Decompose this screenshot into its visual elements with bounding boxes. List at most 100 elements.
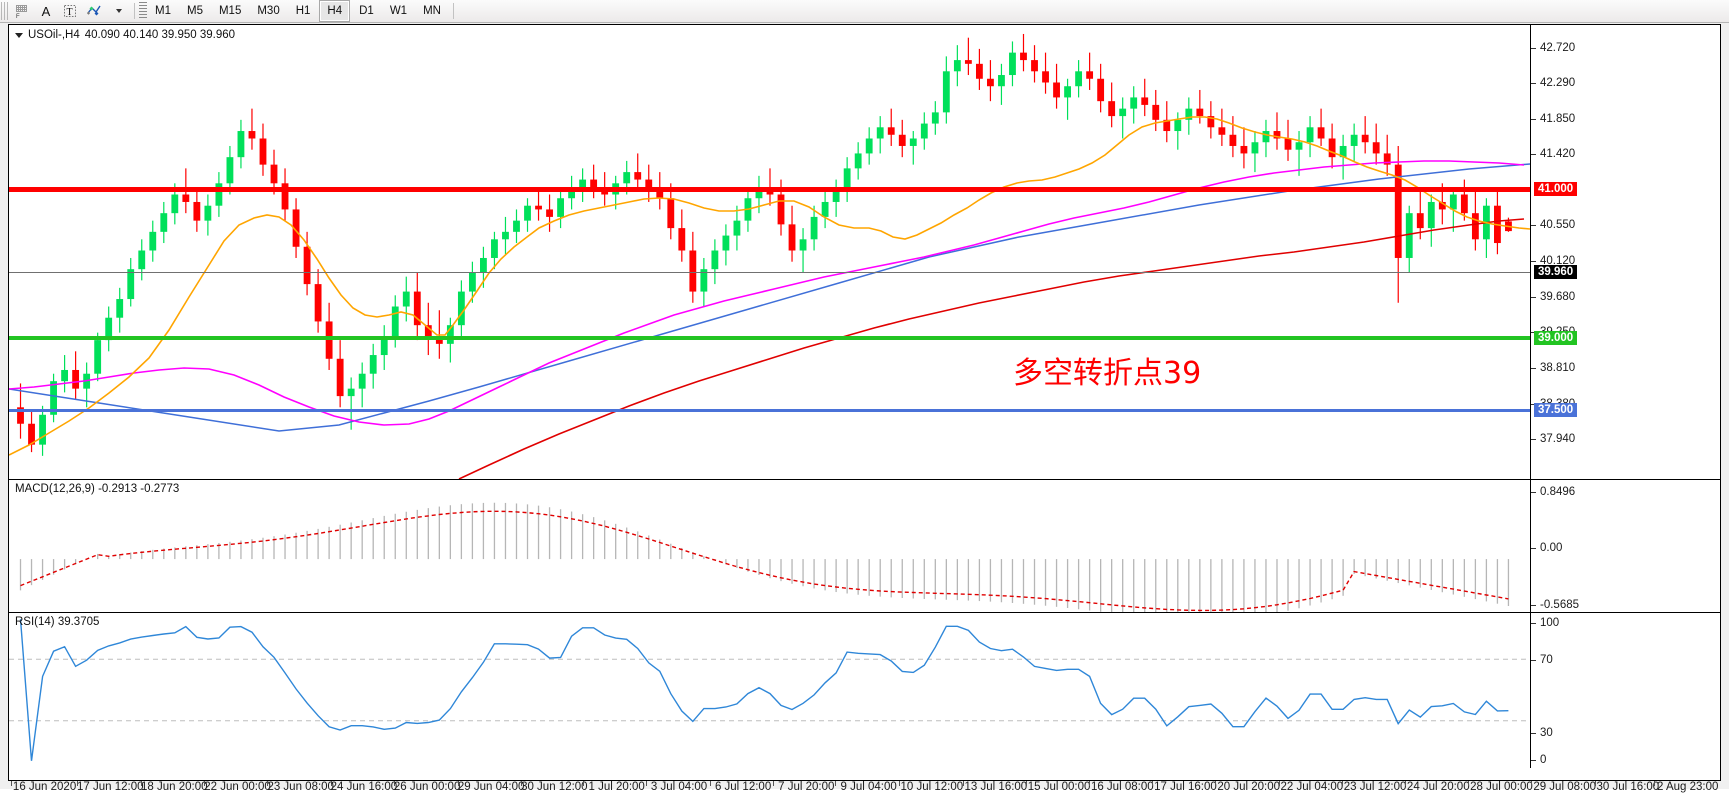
toolbar-grip-handle[interactable] [1, 2, 8, 20]
timeframe-m5[interactable]: M5 [186, 5, 203, 17]
candle-body [513, 220, 520, 232]
time-axis-tick [1278, 781, 1280, 786]
current-price-line [9, 272, 1530, 273]
floor-line-37500[interactable] [9, 409, 1530, 412]
chevron-down-icon[interactable] [15, 32, 23, 38]
price-axis-tick [1531, 297, 1536, 298]
lower-level-badge[interactable]: 37.500 [1534, 403, 1578, 417]
price-axis-tick [1531, 119, 1536, 120]
timeframe-d1[interactable]: D1 [359, 5, 374, 17]
time-axis-label: 15 Jul 00:00 [1027, 781, 1091, 793]
candle-body [468, 272, 476, 292]
macd-axis-tick-label: 0.00 [1540, 542, 1563, 554]
timeframe-h4[interactable]: H4 [319, 0, 351, 22]
timeframe-w1[interactable]: W1 [389, 5, 408, 17]
rsi-axis-tick-label: 100 [1540, 617, 1560, 629]
macd-y-axis[interactable]: 0.8496 0.00 -0.5685 [1531, 480, 1721, 612]
candle-body [325, 321, 333, 359]
candle-body [281, 183, 289, 210]
macd-axis-tick-label: -0.5685 [1540, 599, 1580, 611]
candle-body [1427, 201, 1435, 229]
time-axis-label: 24 Jun 16:00 [330, 781, 398, 793]
candle-body [1251, 142, 1259, 154]
current-price-badge[interactable]: 39.960 [1534, 265, 1578, 279]
candle-body [435, 336, 443, 344]
crosshair-grid-icon[interactable]: F [11, 1, 33, 21]
candle-body [204, 205, 212, 221]
time-axis-label: 24 Jul 20:00 [1406, 781, 1470, 793]
candle-body [402, 291, 410, 307]
candle-body [1009, 52, 1016, 76]
candle-body [1295, 142, 1303, 150]
candle-body [1394, 164, 1402, 258]
candle-body [579, 179, 587, 188]
timeframe-m15[interactable]: M15 [218, 5, 242, 17]
time-axis-label: 30 Jun 12:00 [521, 781, 588, 793]
candle-body [1152, 104, 1160, 120]
candle-body [347, 388, 355, 397]
candle-body [788, 224, 796, 251]
timeframe-m30[interactable]: M30 [257, 5, 280, 17]
price-axis-tick [1531, 332, 1536, 333]
candle-body [138, 250, 146, 270]
price-pane[interactable]: 多空转折点39 USOil-,H4 40.090 40.140 39.950 3… [9, 25, 1721, 552]
time-axis-tick [898, 781, 900, 786]
candle-body [491, 239, 498, 258]
timeframe-h1[interactable]: H1 [295, 5, 311, 17]
candle-body [1438, 201, 1446, 210]
macd-axis-tick-label: 0.8496 [1540, 486, 1576, 498]
rsi-y-axis[interactable]: 100 70 30 0 [1531, 613, 1721, 768]
support-line-39000[interactable] [9, 336, 1530, 340]
time-axis-label: 23 Jun 08:00 [267, 781, 334, 793]
candle-body [215, 183, 223, 206]
rsi-pane[interactable]: RSI(14) 39.3705 100 70 30 0 [9, 613, 1720, 768]
time-axis-tick [962, 781, 964, 786]
candle-body [72, 369, 80, 389]
candle-body [292, 209, 300, 247]
candle-body [1108, 101, 1116, 117]
price-y-axis[interactable]: 42.720 42.290 41.850 41.420 40.550 40.120 39.6… [1531, 25, 1721, 552]
candle-body [1361, 134, 1369, 143]
timeframe-grip-handle[interactable] [139, 2, 147, 20]
rsi-axis-tick-label: 70 [1540, 654, 1553, 666]
price-axis-tick [1531, 83, 1536, 84]
time-axis-tick [1215, 781, 1217, 786]
symbol-label: USOil-,H4 [28, 29, 80, 41]
time-axis-label: 7 Jul 20:00 [778, 781, 835, 793]
candle-body [1328, 138, 1336, 158]
timeframe-m1[interactable]: M1 [155, 5, 171, 17]
candle-body [832, 190, 840, 202]
objects-dropdown-icon[interactable] [107, 1, 129, 21]
resistance-line-41000[interactable] [9, 187, 1530, 192]
candle-body [1284, 138, 1292, 150]
candle-body [413, 291, 421, 326]
candle-body [821, 201, 829, 217]
candle-body [1031, 60, 1038, 72]
candle-body [557, 198, 564, 217]
candle-body [457, 291, 465, 326]
candle-body [391, 306, 399, 337]
price-plot-area[interactable]: 多空转折点39 [9, 25, 1530, 479]
rsi-label: RSI(14) 39.3705 [15, 616, 100, 628]
candle-body [1350, 134, 1358, 146]
candle-body [1086, 71, 1094, 79]
support-level-badge[interactable]: 39.000 [1534, 331, 1578, 345]
resistance-level-badge[interactable]: 41.000 [1534, 182, 1578, 196]
time-axis-label: 17 Jul 16:00 [1154, 781, 1217, 793]
timeframe-mn[interactable]: MN [423, 5, 441, 17]
text-tool-icon[interactable]: A [41, 3, 51, 19]
time-axis-label: 29 Jul 08:00 [1533, 781, 1596, 793]
candle-body [535, 205, 542, 210]
candle-body [1405, 213, 1413, 258]
rsi-axis-tick [1531, 760, 1536, 761]
candle-body [358, 373, 366, 389]
objects-tool-icon[interactable] [83, 1, 105, 21]
time-axis[interactable]: 16 Jun 2020 17 Jun 12:00 18 Jun 20:00 22 Ju… [8, 781, 1721, 799]
macd-pane[interactable]: MACD(12,26,9) -0.2913 -0.2773 0.8496 0.00… [9, 480, 1720, 613]
time-axis-tick [1089, 781, 1091, 786]
macd-plot-area[interactable] [9, 480, 1530, 612]
candle-body [987, 78, 994, 87]
text-label-tool-icon[interactable]: T [59, 1, 81, 21]
rsi-plot-area[interactable] [9, 613, 1530, 768]
